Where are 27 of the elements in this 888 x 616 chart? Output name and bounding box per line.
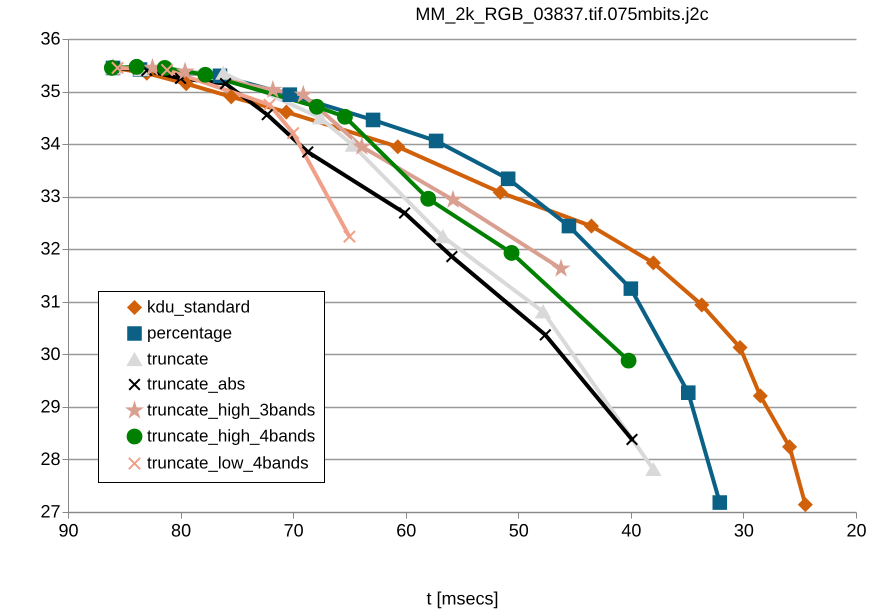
y-tick-label: 34 (40, 134, 60, 154)
x-tick-label: 30 (734, 520, 754, 540)
y-tick-label: 31 (40, 291, 60, 312)
y-tick-label: 32 (40, 238, 60, 259)
x-tick-label: 50 (508, 520, 529, 540)
y-tick-label: 29 (40, 396, 60, 416)
y-tick-label: 28 (40, 448, 60, 469)
legend-label: truncate_high_3bands (147, 400, 316, 420)
x-tick-label: 20 (846, 520, 867, 540)
y-tick-label: 30 (40, 344, 60, 364)
y-tick-label: 27 (40, 502, 60, 522)
x-tick-label: 90 (58, 520, 79, 540)
y-tick-label: 33 (40, 186, 60, 206)
x-tick-label: 60 (396, 520, 416, 540)
chart-title: MM_2k_RGB_03837.tif.075mbits.j2c (415, 4, 709, 24)
legend-label: truncate_abs (147, 374, 246, 394)
y-tick-label: 35 (40, 81, 60, 102)
legend-label: percentage (147, 324, 232, 342)
x-tick-label: 70 (284, 520, 304, 540)
x-tick-label: 40 (621, 520, 642, 540)
y-tick-label: 36 (40, 28, 60, 48)
legend-label: truncate_high_4bands (147, 426, 316, 446)
x-tick-label: 80 (171, 520, 192, 540)
legend-label: truncate (147, 350, 208, 368)
legend-label: kdu_standard (147, 298, 250, 316)
x-axis-title: t [msecs] (426, 588, 499, 608)
legend-label: truncate_low_4bands (147, 454, 309, 472)
